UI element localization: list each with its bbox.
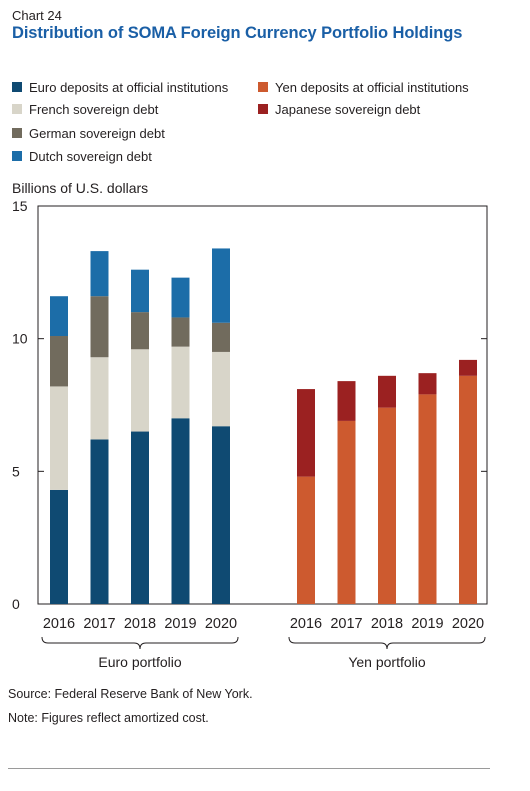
y-axis-label: Billions of U.S. dollars [12, 180, 149, 196]
bar-segment [171, 317, 190, 347]
bar-segment [90, 251, 109, 297]
bar-segment [131, 431, 149, 604]
y-tick-label: 0 [12, 596, 20, 612]
chart-title: Distribution of SOMA Foreign Currency Po… [12, 24, 463, 42]
legend-label: Japanese sovereign debt [275, 101, 421, 117]
legend-item-yen-deposits: Yen deposits at official institutions [258, 79, 469, 95]
legend-item-euro-deposits: Euro deposits at official institutions [12, 79, 228, 95]
bar-segment [212, 248, 230, 323]
bar-segment [171, 346, 190, 419]
legend-label: Yen deposits at official institutions [275, 79, 469, 95]
legend-item-german-debt: German sovereign debt [12, 125, 165, 141]
footnote: Note: Figures reflect amortized cost. [8, 711, 209, 725]
bar-segment [131, 269, 149, 313]
bar-segment [297, 389, 315, 477]
legend-item-japanese-debt: Japanese sovereign debt [258, 101, 420, 117]
chart-number: Chart 24 [12, 8, 62, 23]
bar-segment [50, 296, 68, 337]
legend-item-french-debt: French sovereign debt [12, 101, 158, 117]
legend-item-dutch-debt: Dutch sovereign debt [12, 148, 152, 164]
group-label: Euro portfolio [98, 654, 181, 670]
plot-frame [37, 205, 488, 605]
bar-segment [418, 394, 437, 604]
bar-segment [378, 375, 396, 408]
source-note: Source: Federal Reserve Bank of New York… [8, 687, 253, 701]
bar-segment [459, 359, 477, 376]
legend-label: Euro deposits at official institutions [29, 79, 229, 95]
group-bracket [41, 636, 239, 650]
bar-segment [50, 386, 68, 490]
group-label: Yen portfolio [348, 654, 426, 670]
bar-segment [337, 381, 356, 421]
legend-label: French sovereign debt [29, 101, 159, 117]
bar-segment [212, 351, 230, 427]
bar-segment [171, 277, 190, 318]
x-tick-label: 2017 [83, 616, 115, 632]
x-tick-label: 2016 [290, 616, 322, 632]
legend-label: German sovereign debt [29, 125, 165, 141]
legend-swatch [12, 104, 22, 114]
y-tick-label: 15 [12, 198, 28, 214]
bar-segment [90, 296, 109, 358]
bar-segment [90, 439, 109, 604]
legend-swatch [12, 82, 22, 92]
y-tick-label: 10 [12, 331, 28, 347]
x-tick-label: 2019 [164, 616, 196, 632]
x-tick-label: 2020 [205, 616, 237, 632]
bottom-divider [8, 768, 490, 769]
legend-label: Dutch sovereign debt [29, 148, 152, 164]
group-bracket [288, 636, 486, 650]
x-tick-label: 2016 [43, 616, 75, 632]
bar-segment [131, 349, 149, 432]
legend-swatch [12, 151, 22, 161]
bar-segment [418, 373, 437, 395]
legend-swatch [258, 104, 268, 114]
x-tick-label: 2018 [371, 616, 403, 632]
y-tick-label: 5 [12, 463, 20, 479]
bar-segment [90, 357, 109, 440]
x-tick-label: 2019 [411, 616, 443, 632]
bar-segment [50, 489, 68, 604]
legend-swatch [12, 128, 22, 138]
bar-segment [131, 312, 149, 350]
bar-segment [171, 418, 190, 604]
x-tick-label: 2020 [452, 616, 484, 632]
bar-segment [378, 407, 396, 604]
bar-segment [212, 426, 230, 604]
bar-segment [337, 420, 356, 604]
bar-segment [459, 375, 477, 604]
x-tick-label: 2017 [330, 616, 362, 632]
x-tick-label: 2018 [124, 616, 156, 632]
bar-segment [50, 336, 68, 387]
bar-segment [297, 476, 315, 604]
legend-swatch [258, 82, 268, 92]
bar-segment [212, 322, 230, 352]
